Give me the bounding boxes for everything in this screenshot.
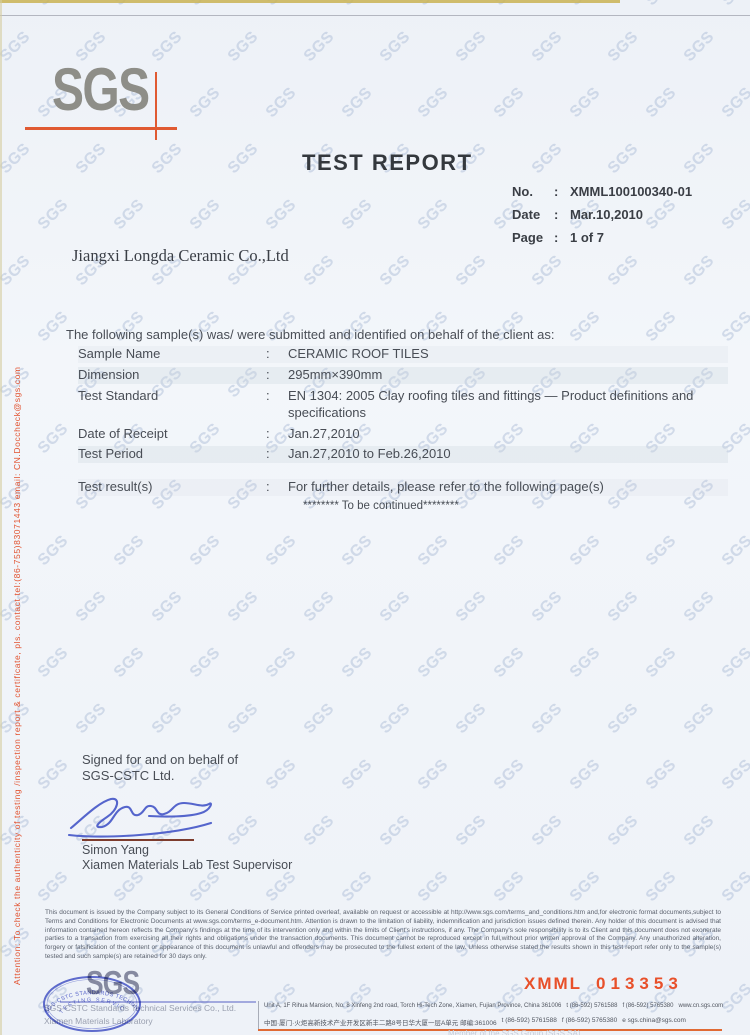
sample-info-table: Sample Name : CERAMIC ROOF TILES Dimensi… [78,346,728,512]
row-label: Date of Receipt [78,425,168,441]
meta-date-label: Date [512,207,541,222]
website: www.cn.sgs.com [678,1003,724,1009]
meta-no-label: No. [512,184,533,199]
legal-disclaimer: This document is issued by the Company s… [45,909,721,960]
scan-top-line [0,15,750,16]
phone-cn: t (86-592) 5761588 [501,1017,557,1024]
client-name: Jiangxi Longda Ceramic Co.,Ltd [72,246,289,265]
row-value: EN 1304: 2005 Clay roofing tiles and fit… [288,387,694,420]
row-label: Test Period [78,446,144,462]
svg-text:SGS-CSTC STANDARDS TECHNICAL S: SGS-CSTC STANDARDS TECHNICAL SERVICES CO… [40,972,141,1015]
row-colon: : [266,387,270,403]
meta-row-date: Date : Mar.10,2010 [512,203,692,226]
signed-for-line: Signed for and on behalf of [82,752,239,767]
meta-row-no: No. : XMML100100340-01 [512,180,692,203]
row-colon: : [266,425,270,441]
row-label: Sample Name [78,346,161,361]
row-value: For further details, please refer to the… [288,479,604,495]
row-label: Dimension [78,366,140,382]
meta-page-label: Page [512,230,544,245]
signature-underline [82,839,194,841]
address-en: Unit A, 1F Rihua Mansion, No. 8 Xinfeng … [264,1003,562,1009]
stamp-outer-text: SGS-CSTC STANDARDS TECHNICAL SERVICES CO… [40,972,140,1015]
table-row-test-standard: Test Standard : EN 1304: 2005 Clay roofi… [78,388,728,422]
logo-horizontal-rule [25,127,177,130]
signer-role: Xiamen Materials Lab Test Supervisor [82,858,293,872]
footer-address-cn: 中国·厦门·火炬高新技术产业开发区新丰二路8号日华大厦一层A单元 邮编:3610… [264,1017,724,1027]
to-be-continued-note: ******** To be continued******** [303,500,459,513]
signed-company-line: SGS-CSTC Ltd. [82,768,175,783]
table-row-sample-name: Sample Name : CERAMIC ROOF TILES [78,346,728,363]
fax-cn: f (86-592) 5765380 [561,1017,618,1024]
report-title: TEST REPORT [302,150,473,175]
table-row-date-of-receipt: Date of Receipt : Jan.27,2010 [78,426,728,443]
serial-digits: 013353 [596,974,683,993]
row-label: Test Standard [78,387,159,403]
table-row-dimension: Dimension : 295mm×390mm [78,366,728,384]
sgs-logo: SGS [52,56,150,123]
scan-top-strip [0,0,620,3]
meta-row-page: Page : 1 of 7 [512,226,692,249]
footer-address-en: Unit A, 1F Rihua Mansion, No. 8 Xinfeng … [264,1003,724,1009]
company-oval-stamp: SGS-CSTC STANDARDS TECHNICAL SERVICES CO… [40,972,141,1032]
phone-en: t (86-592) 5761588 [566,1003,618,1009]
table-row-test-period: Test Period : Jan.27,2010 to Feb.26,2010 [78,446,728,464]
serial-prefix: XMML [524,974,583,993]
email: e sgs.china@sgs.com [622,1017,686,1024]
address-cn: 中国·厦门·火炬高新技术产业开发区新丰二路8号日华大厦一层A单元 邮编:3610… [264,1020,497,1027]
row-value: Jan.27,2010 [288,425,360,441]
authenticity-side-note: Attention: To check the authenticity of … [12,366,22,985]
scan-left-strip [0,0,2,1035]
row-value: 295mm×390mm [288,366,383,382]
signer-name: Simon Yang [82,843,149,857]
report-number: XMML100100340-01 [570,184,693,199]
meta-no-colon: : [554,184,559,199]
meta-date-colon: : [554,207,559,222]
report-meta: No. : XMML100100340-01 Date : Mar.10,201… [512,180,692,249]
footer-company-line2: Xiamen Materials Laboratory [44,1016,153,1026]
handwritten-signature [67,797,213,838]
row-colon: : [266,346,270,361]
meta-page-colon: : [554,230,559,245]
row-label: Test result(s) [78,479,153,495]
footer-logo-rule [60,1001,256,1003]
row-value: Jan.27,2010 to Feb.26,2010 [288,446,451,462]
report-date: Mar.10,2010 [570,207,644,222]
logo-vertical-rule [155,72,157,140]
page-indicator: 1 of 7 [570,230,604,245]
footer-divider [258,1001,259,1030]
sgs-group-member-note: Member of the SGS Group (SGS SA) [448,1029,581,1035]
row-colon: : [266,479,270,495]
row-value: CERAMIC ROOF TILES [288,346,429,361]
report-serial-number: XMML 013353 [524,974,683,994]
intro-line: The following sample(s) was/ were submit… [66,327,555,342]
fax-en: f (86-592) 5765380 [622,1003,674,1009]
table-row-test-result: Test result(s) : For further details, pl… [78,479,728,497]
footer-orange-rule [258,1029,722,1031]
row-colon: : [266,366,270,382]
row-colon: : [266,446,270,462]
